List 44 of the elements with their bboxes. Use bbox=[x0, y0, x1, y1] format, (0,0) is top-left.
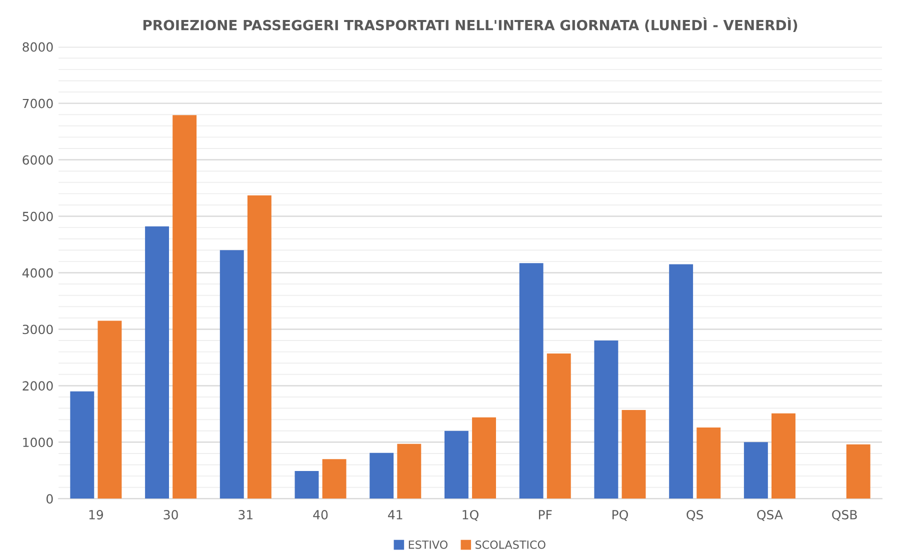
bar bbox=[846, 444, 870, 499]
x-tick-label: PQ bbox=[612, 510, 628, 521]
y-tick-label: 0 bbox=[46, 494, 53, 504]
y-tick-label: 2000 bbox=[22, 381, 53, 391]
x-tick-label: QS bbox=[686, 510, 704, 521]
bar bbox=[744, 442, 768, 499]
bar bbox=[247, 195, 272, 499]
x-tick-label: 40 bbox=[313, 510, 328, 520]
bar bbox=[370, 452, 394, 499]
bar bbox=[772, 413, 796, 499]
bar bbox=[145, 226, 169, 499]
bar bbox=[444, 430, 468, 499]
legend-label: ESTIVO bbox=[408, 540, 448, 549]
x-tick-label: PF bbox=[538, 510, 552, 520]
bar bbox=[594, 340, 618, 499]
x-tick-label: 41 bbox=[388, 510, 402, 520]
bar bbox=[294, 470, 319, 499]
bar bbox=[472, 417, 496, 499]
bar bbox=[98, 320, 122, 499]
y-tick-label: 4000 bbox=[22, 268, 53, 278]
y-tick-label: 5000 bbox=[22, 212, 53, 222]
bar bbox=[397, 444, 422, 499]
x-tick-label: 1Q bbox=[462, 510, 478, 521]
bar bbox=[70, 391, 94, 499]
y-tick-label: 1000 bbox=[23, 438, 53, 448]
y-tick-label: 8000 bbox=[22, 42, 53, 52]
y-tick-label: 6000 bbox=[22, 155, 53, 165]
bar bbox=[622, 410, 646, 499]
y-tick-label: 7000 bbox=[22, 98, 53, 108]
bar bbox=[696, 427, 721, 499]
bar bbox=[546, 354, 571, 499]
bar bbox=[172, 115, 197, 499]
x-tick-label: QSB bbox=[832, 510, 857, 521]
x-tick-label: 31 bbox=[238, 510, 252, 520]
x-tick-label: 30 bbox=[164, 510, 178, 520]
x-tick-label: 19 bbox=[89, 510, 104, 520]
bar bbox=[669, 264, 694, 499]
legend-label: SCOLASTICO bbox=[476, 540, 546, 549]
bar bbox=[220, 250, 244, 499]
bar bbox=[322, 459, 346, 499]
chart-title: PROIEZIONE PASSEGGERI TRASPORTATI NELL'INTERA GIORNATA (LUNEDÌ - VENERDÌ) bbox=[143, 17, 798, 32]
x-tick-label: QSA bbox=[757, 510, 783, 521]
bar bbox=[519, 263, 544, 499]
y-tick-label: 3000 bbox=[22, 324, 53, 334]
